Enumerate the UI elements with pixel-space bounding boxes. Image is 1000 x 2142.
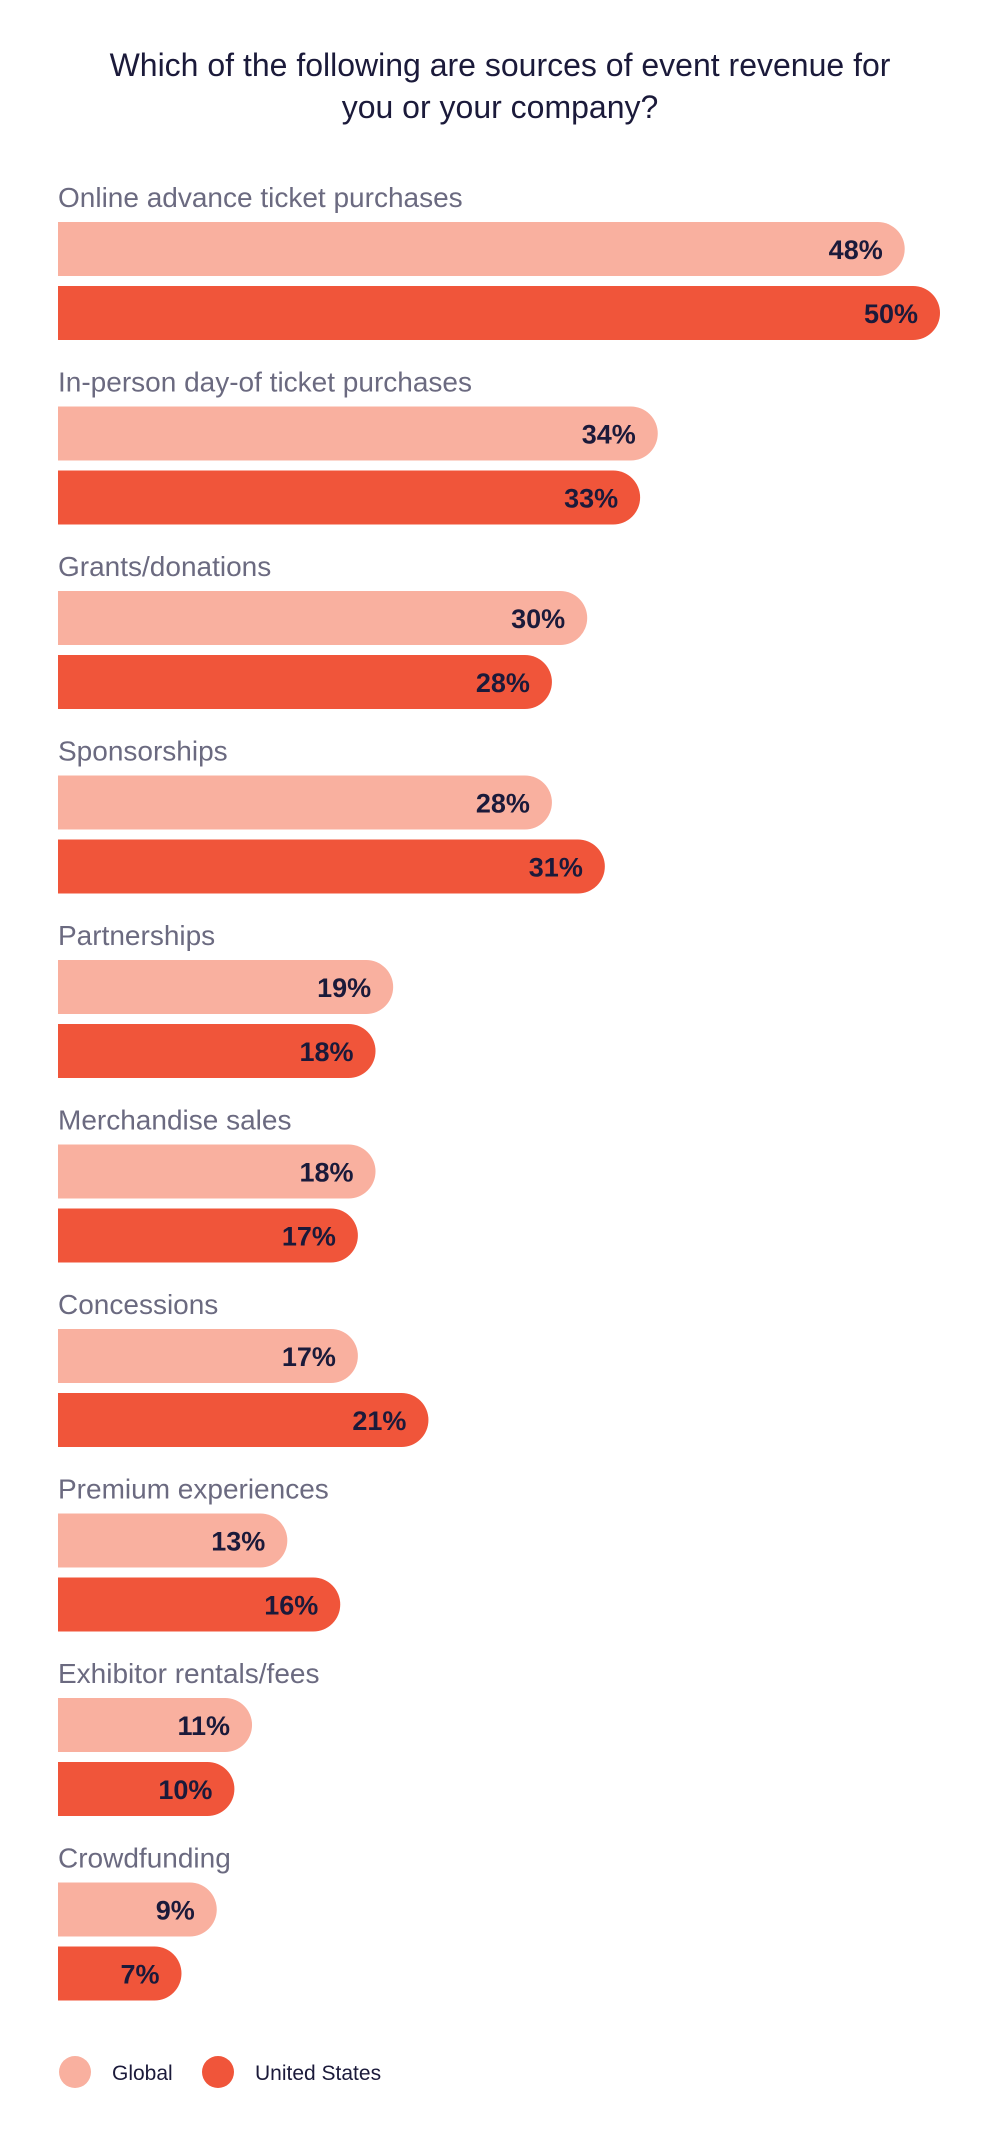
data-label: 18%: [299, 1158, 353, 1188]
bar-global: [58, 1144, 376, 1199]
bar-united-states: [58, 470, 641, 525]
data-label: 50%: [864, 299, 918, 329]
data-label: 16%: [264, 1591, 318, 1621]
category-label: Grants/donations: [58, 551, 271, 582]
data-label: 28%: [476, 668, 530, 698]
category-group: In-person day-of ticket purchases 34% 33%: [58, 367, 658, 525]
data-label: 19%: [317, 973, 371, 1003]
bar-united-states: [58, 286, 940, 340]
bar-united-states: [58, 1577, 341, 1632]
category-label: Online advance ticket purchases: [58, 182, 463, 213]
bar-united-states: [58, 1393, 429, 1447]
category-label: Crowdfunding: [58, 1843, 231, 1874]
legend-item: Global: [59, 2056, 173, 2088]
category-label: Exhibitor rentals/fees: [58, 1658, 319, 1689]
category-group: Grants/donations 30% 28%: [58, 551, 588, 709]
data-label: 13%: [211, 1527, 265, 1557]
legend-swatch: [59, 2056, 91, 2088]
bar-global: [58, 960, 394, 1014]
data-label: 9%: [156, 1896, 195, 1926]
bar-global: [58, 1882, 217, 1937]
category-label: Sponsorships: [58, 736, 228, 767]
data-label: 7%: [120, 1960, 159, 1990]
bar-united-states: [58, 1024, 376, 1078]
bar-global: [58, 1513, 288, 1568]
category-group: Exhibitor rentals/fees 11% 10%: [58, 1658, 319, 1816]
chart-title-line-2: you or your company?: [342, 89, 659, 125]
data-label: 30%: [511, 604, 565, 634]
data-label: 34%: [582, 420, 636, 450]
legend-label: Global: [112, 2062, 173, 2085]
bar-groups: Online advance ticket purchases 48% 50% In-…: [58, 182, 940, 2001]
data-label: 17%: [282, 1342, 336, 1372]
data-label: 31%: [529, 853, 583, 883]
category-group: Premium experiences 13% 16%: [58, 1474, 341, 1632]
data-label: 48%: [829, 235, 883, 265]
data-label: 33%: [564, 484, 618, 514]
bar-global: [58, 591, 588, 645]
category-group: Crowdfunding 9% 7%: [58, 1843, 231, 2001]
chart-title: Which of the following are sources of ev…: [110, 47, 891, 125]
category-label: Premium experiences: [58, 1474, 329, 1505]
legend-label: United States: [255, 2062, 381, 2085]
category-label: Merchandise sales: [58, 1105, 291, 1136]
category-group: Merchandise sales 18% 17%: [58, 1105, 376, 1263]
category-group: Online advance ticket purchases 48% 50%: [58, 182, 940, 340]
legend: Global United States: [59, 2056, 381, 2088]
bar-global: [58, 775, 552, 830]
category-group: Concessions 17% 21%: [58, 1289, 429, 1447]
legend-swatch: [202, 2056, 234, 2088]
bar-united-states: [58, 839, 605, 894]
bar-united-states: [58, 1208, 358, 1263]
bar-global: [58, 1698, 253, 1752]
data-label: 10%: [158, 1775, 212, 1805]
data-label: 17%: [282, 1222, 336, 1252]
data-label: 28%: [476, 789, 530, 819]
category-label: Partnerships: [58, 920, 215, 951]
bar-united-states: [58, 1762, 235, 1816]
bar-united-states: [58, 655, 552, 709]
chart-title-line-1: Which of the following are sources of ev…: [110, 47, 891, 83]
data-label: 18%: [299, 1037, 353, 1067]
category-label: In-person day-of ticket purchases: [58, 367, 472, 398]
bar-global: [58, 406, 658, 461]
category-group: Sponsorships 28% 31%: [58, 736, 605, 894]
data-label: 21%: [352, 1406, 406, 1436]
category-group: Partnerships 19% 18%: [58, 920, 394, 1078]
bar-global: [58, 1329, 358, 1383]
bar-united-states: [58, 1946, 182, 2001]
category-label: Concessions: [58, 1289, 218, 1320]
legend-item: United States: [202, 2056, 381, 2088]
bar-global: [58, 222, 905, 276]
data-label: 11%: [177, 1711, 230, 1741]
